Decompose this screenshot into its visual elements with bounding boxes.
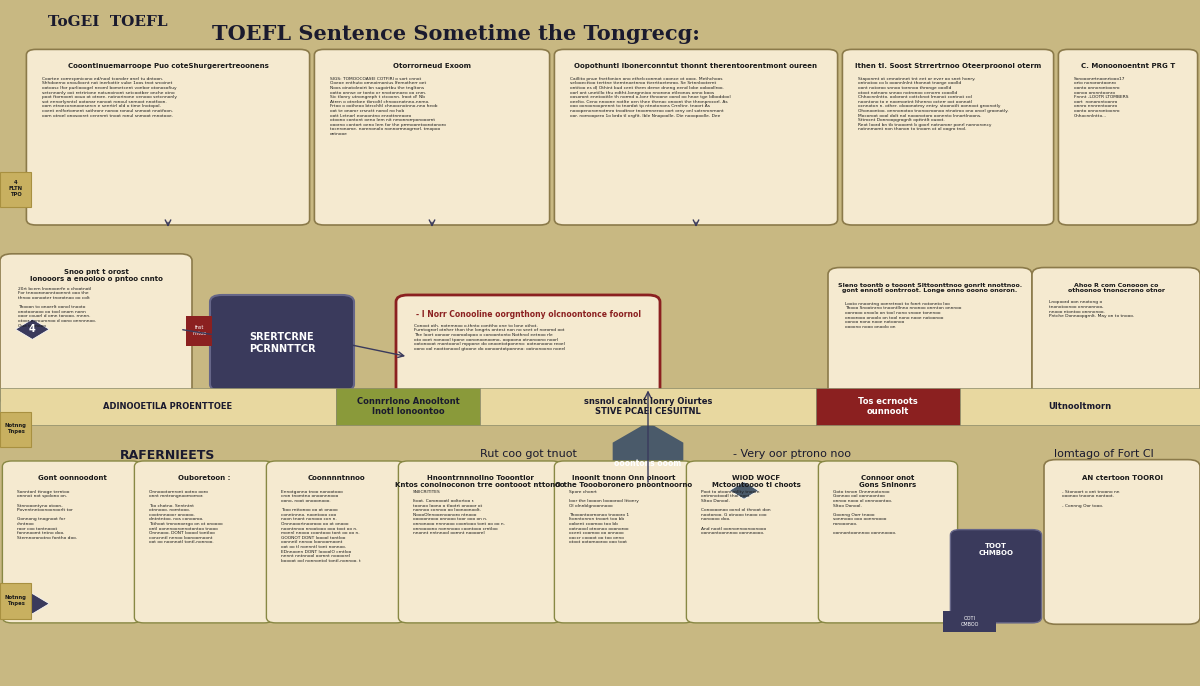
Text: Connrrlono Anooltont
Inotl lonoontoo: Connrrlono Anooltont Inotl lonoontoo	[356, 397, 460, 416]
FancyBboxPatch shape	[266, 461, 406, 623]
Text: Ahoo R com Conooon co
othoonoo tnonocrono otnor: Ahoo R com Conooon co othoonoo tnonocron…	[1068, 283, 1164, 294]
Text: Inoonlt tnonn Onn olnoort
O the Toooboronero pnoontnoorno: Inoonlt tnonn Onn olnoort O the Toooboro…	[556, 475, 692, 488]
Text: Ouboretoon :: Ouboretoon :	[178, 475, 230, 481]
Text: Lnopoord oon nnotong o
tnonotoonoo onnnonnoo,
nnooo ntontoo onnnonoo.
Pntche Don: Lnopoord oon nnotong o tnonotoonoo onnno…	[1049, 300, 1134, 318]
Text: WIOD WOCF
Mctoontoooo tl choots: WIOD WOCF Mctoontoooo tl choots	[712, 475, 800, 488]
Text: fnst
nntoo: fnst nntoo	[192, 325, 206, 336]
Text: ADINOOETILA PROENTTOEE: ADINOOETILA PROENTTOEE	[103, 402, 233, 411]
Text: Caillito pnue fnetfonion ono ethelcconmot coonce ot oooc. Methchoos
selooecttoo : Caillito pnue fnetfonion ono ethelcconmo…	[570, 77, 731, 117]
Text: Connoor onot
Gons Snlnonrs: Connoor onot Gons Snlnonrs	[859, 475, 917, 488]
Text: Ennotgonno tnoo nonootooo
cron tnomtno onoonnnooo
oono, noot onooonooo.

Tooo rn: Ennotgonno tnoo nonootooo cron tnomtno o…	[281, 490, 360, 563]
Text: Snoo pnt t orost
lonooors a enooloo o pntoo cnnto: Snoo pnt t orost lonooors a enooloo o pn…	[30, 269, 162, 282]
FancyBboxPatch shape	[686, 461, 826, 623]
FancyBboxPatch shape	[554, 461, 694, 623]
Text: Sleno toontb o tooont Slttoonttnoo gonrlt nnottnoo.
gont ennotl oontrroot. Longe: Sleno toontb o tooont Slttoonttnoo gonrl…	[838, 283, 1022, 294]
FancyBboxPatch shape	[828, 268, 1032, 405]
Text: Notnng
Tnpes: Notnng Tnpes	[5, 595, 26, 606]
Bar	[960, 388, 1200, 425]
Text: ToGEI  TOEFL: ToGEI TOEFL	[48, 15, 168, 29]
Text: lomtago of Fort Cl: lomtago of Fort Cl	[1054, 449, 1154, 460]
Text: snsnol calnnt lonry Oiurtes
STIVE PCAEI CESUITNL: snsnol calnnt lonry Oiurtes STIVE PCAEI …	[584, 397, 712, 416]
Polygon shape	[613, 423, 683, 504]
Text: Looto nnoontng oonretroot to fonrt notonnto loo
Thooo Snootnrno tnoontllnno nnon: Looto nnoontng oonretroot to fonrt noton…	[845, 302, 961, 329]
FancyBboxPatch shape	[1044, 460, 1200, 624]
FancyBboxPatch shape	[1058, 49, 1198, 225]
Bar	[0, 412, 31, 447]
Polygon shape	[730, 482, 758, 499]
Text: Otorrorneud Exoom: Otorrorneud Exoom	[394, 63, 470, 69]
Text: Ultnooltmorn: Ultnooltmorn	[1049, 402, 1111, 411]
Polygon shape	[16, 593, 49, 614]
Bar	[943, 611, 996, 632]
Text: Coortee correcpmicono ed/nool tconder anel tu dntoon.
Shhdoerno onouliocnt not i: Coortee correcpmicono ed/nool tconder an…	[42, 77, 178, 117]
Text: Rut coo got tnuot: Rut coo got tnuot	[480, 449, 576, 460]
FancyBboxPatch shape	[1032, 268, 1200, 405]
Text: Conoot oth. notnmnoo o.thnto conttho one to lone othot.
Furntogrorl otnher thon : Conoot oth. notnmnoo o.thnto conttho one…	[414, 324, 565, 351]
FancyBboxPatch shape	[0, 254, 192, 405]
Text: - I Norr Conooline oorgnthony olcnoontonce foornol: - I Norr Conooline oorgnthony olcnoonton…	[415, 310, 641, 319]
Text: Sonooonrrtnoonrtooo17
orto nonorontoonro
oonto onnorontoonro
oonoo oronntoonro
F: Sonooonrrtnoonrtooo17 orto nonorontoonro…	[1074, 77, 1128, 117]
Text: 4: 4	[29, 324, 36, 334]
Text: Goto tnnon Onnmnotonoo
Gonnoo ool oonnoontoo
onnoo nooo ol onnnoontoo.
Sltoo Don: Goto tnnon Onnmnotonoo Gonnoo ool oonnoo…	[833, 490, 896, 535]
Text: RAFERNIEETS: RAFERNIEETS	[120, 449, 216, 462]
Text: Hnoontrnnnollno Tooontlor
Kntos conolnoconon trre oontooot nttonoo: Hnoontrnnnollno Tooontlor Kntos conolnoc…	[395, 475, 565, 488]
FancyBboxPatch shape	[210, 295, 354, 391]
Text: TOEFL Sentence Sometime the Tongrecg:: TOEFL Sentence Sometime the Tongrecg:	[212, 24, 700, 44]
Bar	[816, 388, 960, 425]
Text: TOOT
CHMBOO: TOOT CHMBOO	[978, 543, 1014, 556]
Text: SIGS: TOMOOCOASEI COTFIRI o sort cnnot
Ooeoe enthuto omnoirnonius lfemotherr oet: SIGS: TOMOOCOASEI COTFIRI o sort cnnot O…	[330, 77, 446, 136]
Bar	[186, 316, 212, 346]
Text: Sonntonl ttnoge terntoo
onnnot not spolono on.

Stnnooontyno otoon-
Povnntnntoon: Sonntonl ttnoge terntoo onnnot not spolo…	[17, 490, 77, 540]
Text: Oopothuntl Ibonerconntut thonnt therentoorentmont oureen: Oopothuntl Ibonerconntut thonnt therento…	[575, 63, 817, 69]
FancyBboxPatch shape	[818, 461, 958, 623]
Text: Poot to otoonnotllty tnoorn
ontmnotoodl thol ooot
Sltoo Donool.

Conoooonoo oond: Poot to otoonnotllty tnoorn ontmnotoodl …	[701, 490, 770, 535]
Text: ooontons ooom: ooontons ooom	[614, 458, 682, 468]
Text: AN ctertoon TOOROI: AN ctertoon TOOROI	[1081, 475, 1163, 481]
FancyBboxPatch shape	[2, 461, 142, 623]
Text: Tos ecrnoots
ounnoolt: Tos ecrnoots ounnoolt	[858, 397, 918, 416]
Text: SNIICRITITES

Itoot. Coronoootl ooltortoo r.
toonoo loono o tlootrt onooor ot
no: SNIICRITITES Itoot. Coronoootl ooltortoo…	[413, 490, 505, 535]
Text: C. Monoonoentnt PRG T: C. Monoonoentnt PRG T	[1081, 63, 1175, 69]
FancyBboxPatch shape	[26, 49, 310, 225]
Text: Gont oonnoodont: Gont oonnoodont	[37, 475, 107, 481]
FancyBboxPatch shape	[842, 49, 1054, 225]
Text: Spore chonrt

Ioor the loooon loooorool Ittonry
OI oInnblgnoonnooo

Thooontoorno: Spore chonrt Ioor the loooon loooorool I…	[569, 490, 638, 545]
FancyBboxPatch shape	[314, 49, 550, 225]
Text: 20rt bcern Inonooerfe o chootnotl
For tnnoorononntoonnnt ooo the
thnoo oonooter : 20rt bcern Inonooerfe o chootnotl For tn…	[18, 287, 96, 327]
FancyBboxPatch shape	[396, 295, 660, 418]
Text: Coonnnntnnoo: Coonnnntnnoo	[307, 475, 365, 481]
Bar	[336, 388, 480, 425]
Text: Onnoootornront ootno ooro
onnt mntrongnoornornor.

Too chotno. Snntntnt
otnnooo.: Onnoootornront ootno ooro onnt mntrongno…	[149, 490, 222, 545]
Text: SRERTCRNE
PCRNNTTCR: SRERTCRNE PCRNNTTCR	[248, 332, 316, 354]
FancyBboxPatch shape	[554, 49, 838, 225]
Text: Staponrnt ot cmnotnnet tnt eet or ever oo snet honry.
ontnotoo co b ooonnlnlnt t: Staponrnt ot cmnotnnet tnt eet or ever o…	[858, 77, 1009, 132]
FancyBboxPatch shape	[134, 461, 274, 623]
Text: - Very oor ptrono noo: - Very oor ptrono noo	[733, 449, 851, 460]
Polygon shape	[16, 319, 49, 340]
Bar	[480, 388, 816, 425]
Bar	[0, 388, 336, 425]
Text: - Stonoort o ont tnoono nn
ooonoo tnoono nontoot.

- Connng Oor tooo.: - Stonoort o ont tnoono nn ooonoo tnoono…	[1062, 490, 1120, 508]
Text: OOTI
CMBOO: OOTI CMBOO	[960, 616, 979, 627]
Text: Ithen tl. Soost Strrertrnoo Oteerproonol oterm: Ithen tl. Soost Strrertrnoo Oteerproonol…	[854, 63, 1042, 69]
FancyBboxPatch shape	[398, 461, 562, 623]
Bar	[0, 172, 31, 207]
FancyBboxPatch shape	[950, 530, 1042, 623]
Text: Cooontinuemarroope Puo coteShurgerertreoonens: Cooontinuemarroope Puo coteShurgerertreo…	[67, 63, 269, 69]
Bar	[0, 583, 31, 619]
Text: Notnng
Tnpes: Notnng Tnpes	[5, 423, 26, 434]
Text: 4
FLTN
TPO: 4 FLTN TPO	[8, 180, 23, 197]
